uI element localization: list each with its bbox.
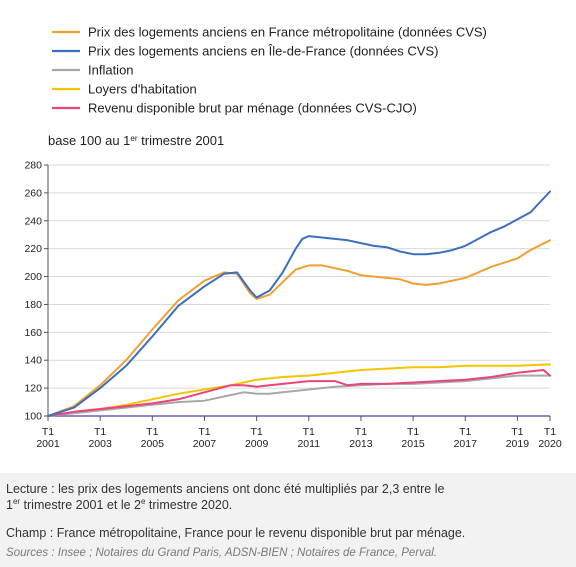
- x-tick-label-top: T1: [198, 426, 210, 438]
- x-tick-label-top: T1: [146, 426, 158, 438]
- x-tick-label-year: 2001: [36, 438, 60, 450]
- y-tick-label: 200: [24, 271, 42, 283]
- chart-footer: Lecture : les prix des logements anciens…: [0, 473, 576, 567]
- reading-note: Lecture : les prix des logements anciens…: [6, 482, 445, 512]
- y-tick-label: 120: [24, 383, 42, 395]
- x-tick-label-year: 2003: [88, 438, 112, 450]
- y-tick-label: 140: [24, 355, 42, 367]
- x-tick-label-year: 2007: [193, 438, 217, 450]
- chart-subtitle: base 100 au 1er trimestre 2001: [48, 133, 224, 148]
- series-line-2: [47, 374, 551, 417]
- legend: Prix des logements anciens en France mét…: [52, 25, 487, 116]
- y-tick-label: 180: [24, 299, 42, 311]
- line-chart: Prix des logements anciens en France mét…: [24, 25, 561, 451]
- x-tick-label-top: T1: [511, 426, 523, 438]
- sources-note: Sources : Insee ; Notaires du Grand Pari…: [6, 547, 437, 559]
- x-tick-label-year: 2011: [297, 438, 320, 450]
- x-tick-label-top: T1: [459, 426, 471, 438]
- series-lines: [47, 190, 551, 417]
- x-tick-label-year: 2019: [506, 438, 530, 450]
- y-tick-label: 240: [24, 215, 42, 227]
- x-tick-label-top: T1: [250, 426, 262, 438]
- legend-label-3: Loyers d'habitation: [88, 82, 197, 97]
- y-tick-label: 100: [24, 411, 42, 423]
- series-line-4: [47, 369, 551, 417]
- y-tick-label: 260: [24, 187, 42, 199]
- x-tick-label-top: T1: [407, 426, 419, 438]
- y-tick-label: 280: [24, 160, 42, 172]
- grid: [48, 164, 550, 389]
- x-tick-label-top: T1: [94, 426, 106, 438]
- chart-panel: Prix des logements anciens en France mét…: [24, 24, 562, 451]
- y-tick-label: 220: [24, 243, 42, 255]
- subtitle-rest: trimestre 2001: [138, 133, 225, 148]
- subtitle-sup: er: [130, 134, 137, 143]
- x-tick-label-year: 2009: [245, 438, 269, 450]
- series-line-0: [47, 239, 551, 417]
- y-tick-label: 160: [24, 327, 42, 339]
- x-tick-label-year: 2020: [538, 438, 562, 450]
- x-tick-label-top: T1: [355, 426, 367, 438]
- reading-note-line1: Lecture : les prix des logements anciens…: [6, 482, 445, 496]
- x-tick-label-top: T1: [42, 426, 54, 438]
- scope-note: Champ : France métropolitaine, France po…: [6, 526, 466, 540]
- series-line-3: [47, 363, 551, 417]
- x-tick-label-year: 2013: [349, 438, 373, 450]
- x-tick-label-year: 2015: [401, 438, 425, 450]
- x-tick-label-top: T1: [303, 426, 315, 438]
- legend-label-0: Prix des logements anciens en France mét…: [88, 25, 487, 40]
- x-tick-label-year: 2005: [141, 438, 165, 450]
- x-tick-label-top: T1: [544, 426, 556, 438]
- series-line-1: [47, 190, 551, 417]
- legend-label-2: Inflation: [88, 63, 134, 78]
- x-tick-label-year: 2017: [454, 438, 478, 450]
- legend-label-4: Revenu disponible brut par ménage (donné…: [88, 101, 417, 116]
- axes: 100120140160180200220240260280T12001T120…: [24, 160, 561, 451]
- legend-label-1: Prix des logements anciens en Île-de-Fra…: [88, 44, 438, 59]
